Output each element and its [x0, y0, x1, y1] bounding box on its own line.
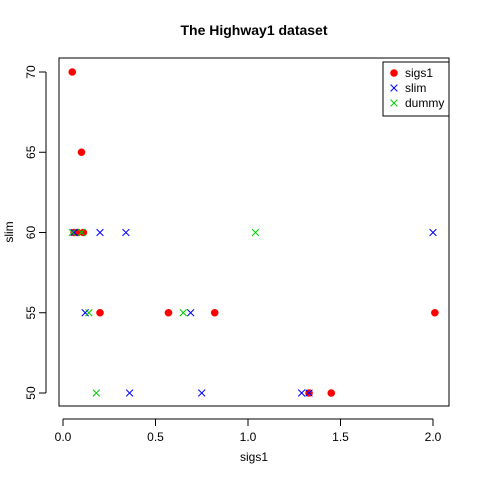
slim-point: [96, 228, 104, 237]
slim-point: [81, 308, 89, 317]
y-tick-label: 65: [24, 145, 38, 159]
slim-point: [186, 308, 195, 317]
slim-point: [122, 228, 130, 237]
legend-marker-sigs1: [390, 69, 398, 77]
y-tick-label: 50: [24, 386, 38, 400]
dummy-point: [68, 228, 77, 237]
y-tick-label: 70: [24, 65, 38, 79]
x-tick-label: 1.0: [240, 430, 257, 444]
legend-marker-dummy: [390, 99, 398, 107]
dummy-point: [77, 228, 86, 237]
legend-marker-slim: [390, 84, 398, 92]
sigs1-point: [96, 308, 104, 317]
x-tick-label: 0.5: [147, 430, 164, 444]
sigs1-point: [79, 228, 88, 237]
chart-title: The Highway1 dataset: [180, 22, 327, 38]
sigs1-point: [327, 389, 336, 397]
sigs1-point: [77, 148, 86, 157]
data-points: [68, 68, 439, 397]
y-tick-label: 60: [24, 226, 38, 240]
series-dummy: [68, 228, 260, 397]
x-tick-label: 2.0: [425, 430, 442, 444]
y-axis: 50 55 60 65 70: [24, 65, 47, 400]
x-axis-label: sigs1: [240, 450, 268, 464]
slim-point: [429, 228, 437, 237]
legend-label-dummy: dummy: [405, 96, 444, 110]
dummy-point: [92, 389, 101, 397]
slim-point: [305, 389, 313, 397]
legend-label-sigs1: sigs1: [405, 66, 433, 80]
slim-point: [197, 389, 206, 397]
y-axis-label: slim: [2, 221, 16, 242]
dummy-point: [251, 228, 260, 237]
sigs1-point: [210, 308, 219, 317]
x-tick-label: 1.5: [332, 430, 349, 444]
sigs1-point: [431, 308, 439, 317]
plot-area-frame: [58, 57, 450, 407]
sigs1-point: [164, 308, 173, 317]
sigs1-point: [68, 68, 77, 76]
legend-label-slim: slim: [405, 81, 426, 95]
y-tick-label: 55: [24, 306, 38, 320]
slim-point: [125, 389, 134, 397]
x-axis: 0.0 0.5 1.0 1.5 2.0: [55, 418, 442, 444]
series-slim: [70, 228, 437, 397]
x-tick-label: 0.0: [55, 430, 72, 444]
dummy-point: [85, 308, 93, 317]
slim-point: [297, 389, 306, 397]
dummy-point: [179, 308, 188, 317]
slim-point: [70, 228, 78, 237]
